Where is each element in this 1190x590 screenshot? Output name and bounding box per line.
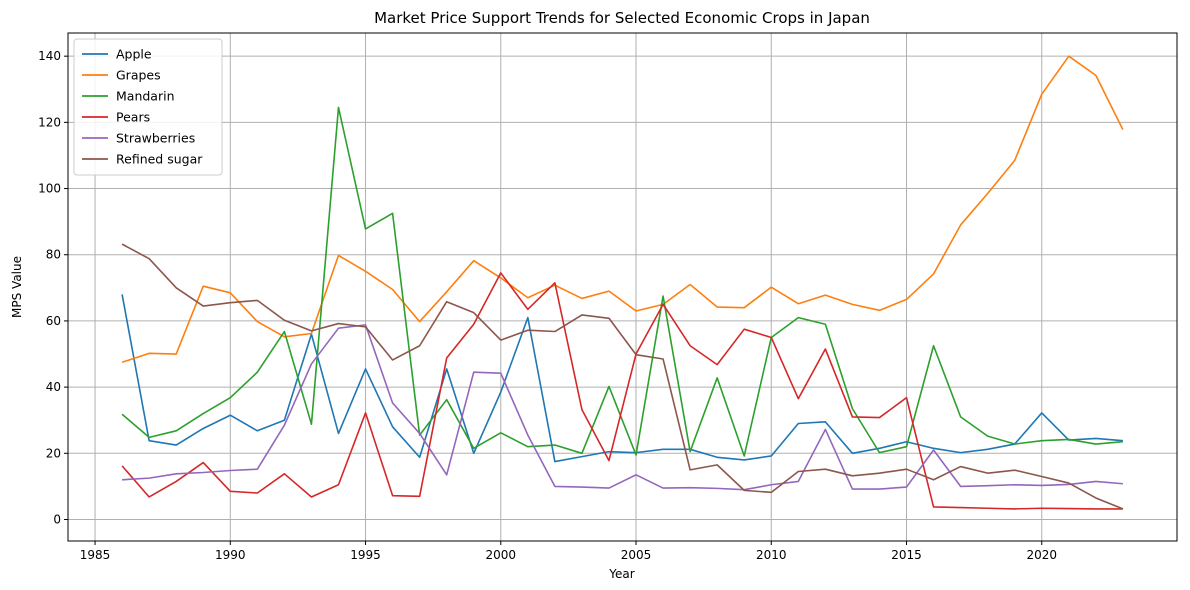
- legend-label: Refined sugar: [116, 152, 203, 167]
- series-line-grapes: [121, 55, 1124, 364]
- x-tick-label: 2020: [1026, 548, 1057, 562]
- x-axis-label: Year: [608, 567, 634, 581]
- y-axis-label: MPS Value: [10, 256, 24, 318]
- y-tick-label: 100: [38, 182, 61, 196]
- plot-frame: [67, 32, 1178, 542]
- x-tick-label: 1995: [350, 548, 381, 562]
- x-tick-label: 2015: [891, 548, 922, 562]
- y-tick-label: 0: [53, 512, 61, 526]
- y-tick-label: 140: [38, 49, 61, 63]
- legend: Apple Grapes Mandarin Pears Strawberries Refi…: [73, 38, 223, 176]
- chart-title: Market Price Support Trends for Selected…: [374, 9, 870, 27]
- legend-label: Strawberries: [116, 131, 195, 146]
- legend-label: Apple: [116, 47, 152, 62]
- x-tick-label: 1985: [80, 548, 111, 562]
- legend-label: Grapes: [116, 68, 161, 83]
- x-tick-label: 2010: [756, 548, 787, 562]
- axis-ticks: 1985 1990 1995 2000 2005 2010 2015 2020 0 20 40 60 8…: [38, 49, 1057, 562]
- series-line-mandarin: [121, 106, 1123, 457]
- legend-label: Mandarin: [116, 89, 175, 104]
- y-tick-label: 80: [46, 248, 61, 262]
- series-line-strawberries: [122, 324, 1123, 491]
- series-lines: [121, 55, 1124, 510]
- y-tick-label: 20: [46, 446, 61, 460]
- x-tick-label: 1990: [215, 548, 246, 562]
- legend-box: [73, 38, 223, 176]
- series-line-apple: [121, 294, 1123, 463]
- series-line-pears: [121, 272, 1123, 510]
- y-tick-label: 120: [38, 115, 61, 129]
- legend-label: Pears: [116, 110, 150, 125]
- series-line-refined-sugar: [121, 243, 1124, 510]
- x-tick-label: 2000: [486, 548, 517, 562]
- x-tick-label: 2005: [621, 548, 652, 562]
- y-tick-label: 40: [46, 380, 61, 394]
- y-tick-label: 60: [46, 314, 61, 328]
- grid: [68, 33, 1177, 541]
